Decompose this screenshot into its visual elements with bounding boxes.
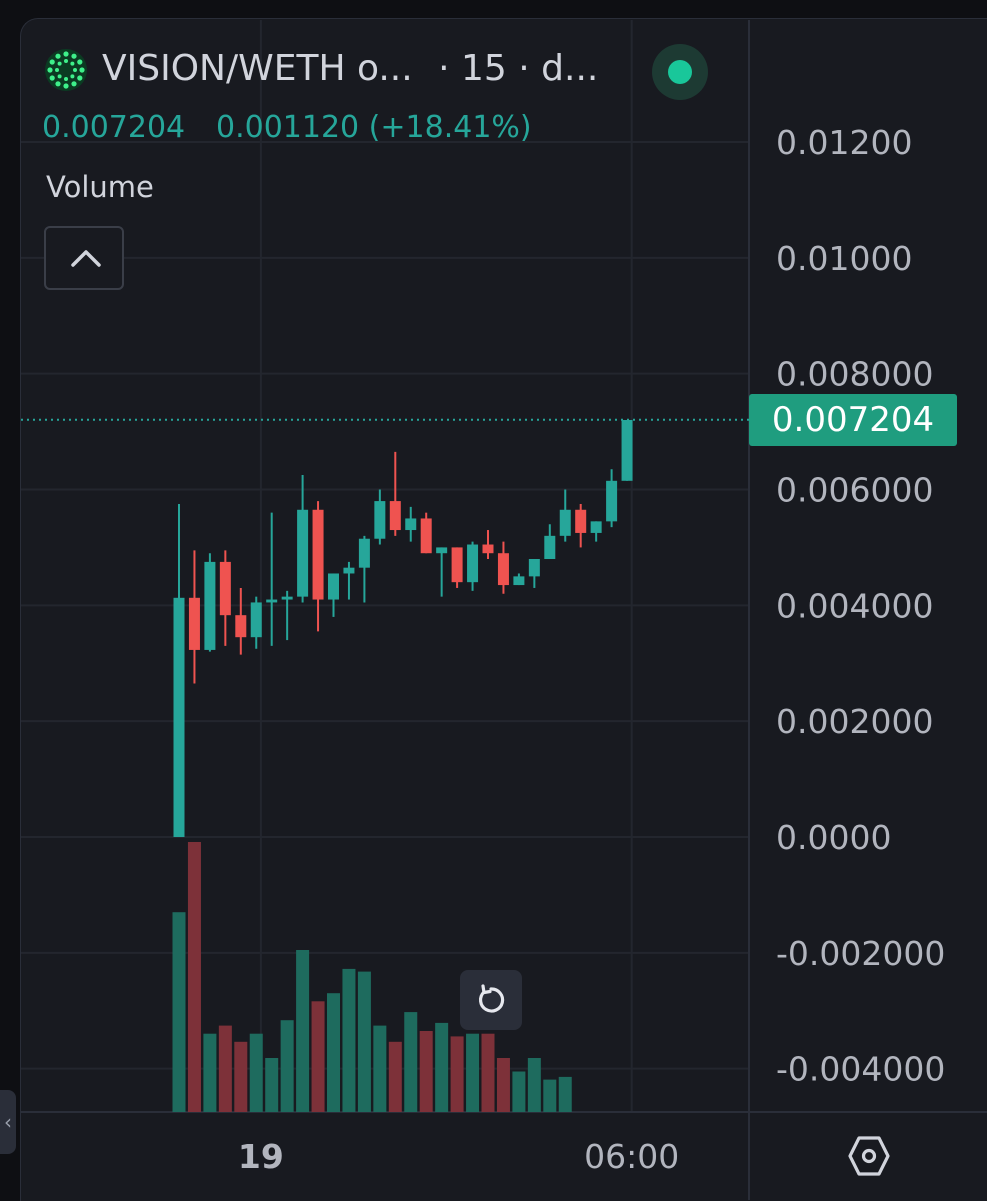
- candle-body: [312, 509, 324, 600]
- candle-body: [358, 538, 370, 568]
- x-tick-label: 06:00: [584, 1137, 679, 1176]
- x-tick-label: 19: [238, 1137, 284, 1176]
- volume-bar: [249, 1033, 263, 1112]
- volume-bar: [342, 968, 356, 1112]
- volume-indicator-label[interactable]: Volume: [46, 170, 154, 204]
- y-tick-label: 0.0000: [776, 818, 891, 857]
- volume-bar: [450, 1036, 464, 1112]
- status-dot: [668, 60, 692, 84]
- volume-bar: [373, 1025, 387, 1112]
- candle-body: [467, 544, 479, 583]
- y-tick-label: 0.01000: [776, 239, 912, 278]
- candle-body: [528, 559, 540, 577]
- volume-bar: [203, 1033, 217, 1112]
- last-price-label: 0.007204: [749, 394, 957, 446]
- reset-icon: [479, 984, 505, 1013]
- candle-body: [281, 596, 293, 600]
- candle-body: [266, 599, 278, 603]
- candle-body: [328, 573, 339, 600]
- chevron-left-icon[interactable]: ‹: [0, 1090, 16, 1154]
- y-tick-label: 0.01200: [776, 123, 912, 162]
- collapse-button[interactable]: [44, 226, 124, 290]
- volume-bar: [172, 912, 186, 1112]
- candle-body: [544, 535, 556, 559]
- volume-bar: [512, 1071, 526, 1112]
- volume-bar: [558, 1076, 572, 1112]
- candle-body: [204, 561, 216, 650]
- volume-bar: [388, 1041, 402, 1112]
- chevron-up-icon: [71, 250, 101, 267]
- candle-body: [497, 553, 509, 586]
- interval-label: · 15 · d...: [438, 48, 599, 89]
- y-tick-label: -0.004000: [776, 1050, 945, 1089]
- candle-body: [250, 602, 262, 638]
- volume-bar: [280, 1020, 294, 1112]
- y-tick-label: 0.006000: [776, 471, 933, 510]
- volume-bar: [543, 1079, 557, 1112]
- candle-body: [389, 501, 401, 531]
- volume-bar: [466, 1033, 480, 1112]
- candle-body: [173, 597, 185, 837]
- candle-body: [451, 547, 463, 583]
- volume-bar: [435, 1022, 449, 1112]
- y-tick-label: -0.002000: [776, 934, 945, 973]
- reset-chart-button[interactable]: [460, 970, 522, 1030]
- candle-body: [343, 567, 355, 574]
- settings-hexagon-icon[interactable]: [848, 1134, 890, 1178]
- candle-body: [559, 509, 571, 536]
- volume-bar: [404, 1012, 418, 1112]
- candle-body: [297, 509, 309, 597]
- change-value: 0.001120 (+18.41%): [216, 110, 532, 145]
- candle-body: [436, 547, 448, 554]
- candle-body: [420, 518, 432, 554]
- volume-bar: [187, 842, 201, 1112]
- volume-bar: [265, 1058, 279, 1112]
- candle-body: [405, 518, 417, 531]
- volume-bar: [419, 1031, 433, 1112]
- volume-bar: [296, 950, 310, 1112]
- volume-bar: [357, 971, 371, 1112]
- volume-bar: [496, 1058, 510, 1112]
- candle-body: [621, 420, 633, 481]
- candle-body: [188, 597, 200, 650]
- candle-body: [235, 615, 247, 638]
- y-tick-label: 0.002000: [776, 702, 933, 741]
- volume-bar: [481, 1033, 495, 1112]
- volume-bar: [527, 1058, 541, 1112]
- symbol-name: VISION/WETH o...: [102, 48, 413, 89]
- candle-body: [575, 509, 587, 533]
- volume-bar: [234, 1041, 248, 1112]
- volume-bar: [311, 1001, 325, 1112]
- token-logo-icon: [44, 48, 88, 92]
- candle-body: [219, 561, 231, 616]
- y-tick-label: 0.008000: [776, 355, 933, 394]
- volume-bar: [327, 993, 340, 1112]
- candle-body: [374, 501, 386, 539]
- volume-bar: [218, 1025, 232, 1112]
- market-status-indicator: [652, 44, 708, 100]
- last-value: 0.007204: [42, 110, 186, 145]
- candle-body: [482, 544, 494, 554]
- candle-body: [606, 480, 618, 522]
- y-tick-label: 0.004000: [776, 586, 933, 625]
- candle-body: [513, 576, 525, 586]
- candle-body: [590, 521, 602, 533]
- symbol-title[interactable]: VISION/WETH o... · 15 · d...: [102, 48, 598, 89]
